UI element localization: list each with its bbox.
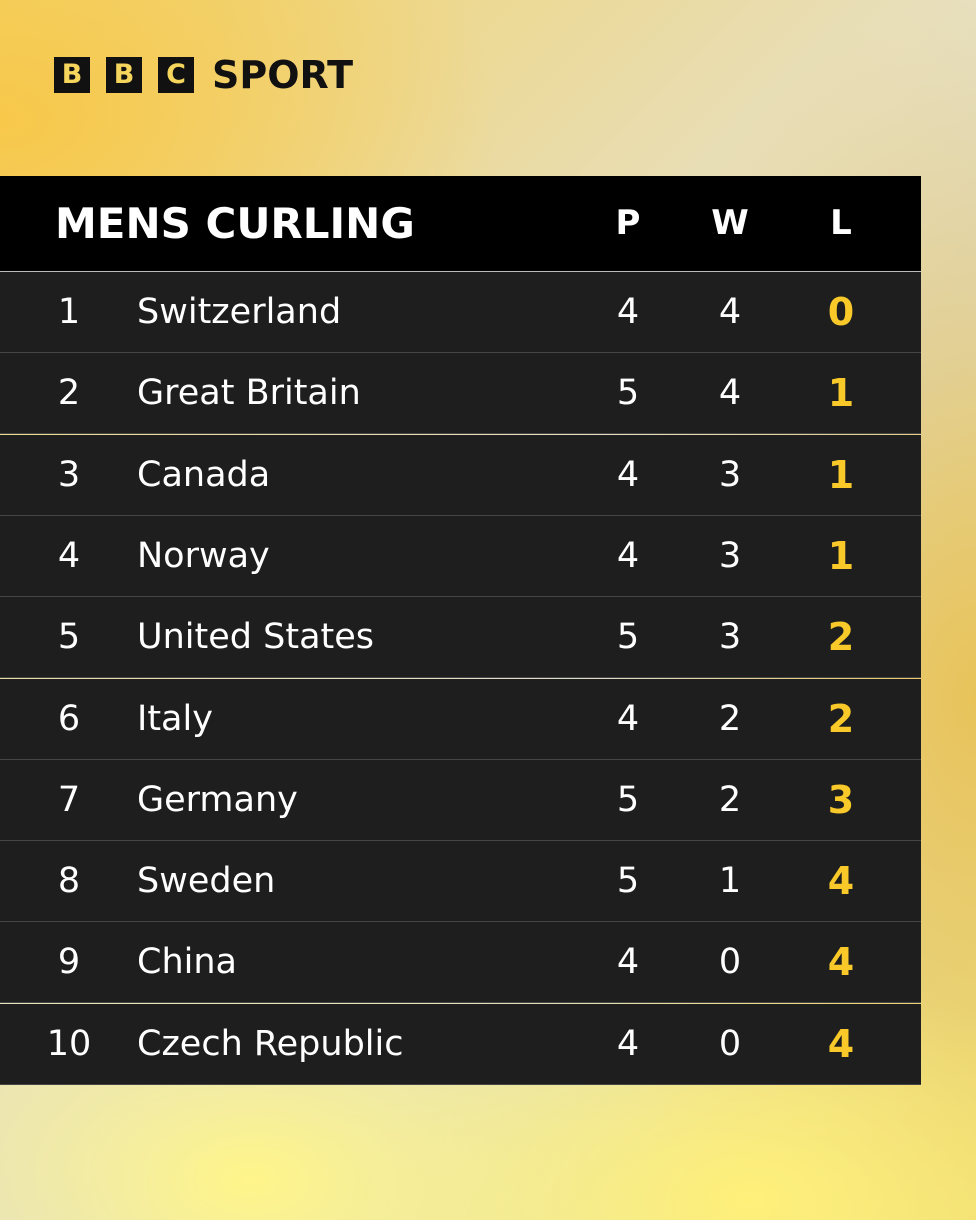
table-row: 1 Switzerland 4 4 0 <box>0 272 921 353</box>
table-row: 8 Sweden 5 1 4 <box>0 841 921 923</box>
won: 0 <box>718 942 742 983</box>
played: 5 <box>616 861 640 902</box>
column-header: W <box>711 203 749 243</box>
won: 1 <box>718 861 742 902</box>
played: 4 <box>616 454 640 495</box>
lost: 1 <box>827 533 855 578</box>
rank: 2 <box>57 373 81 414</box>
lost: 2 <box>827 696 855 741</box>
table-row: 4 Norway 4 3 1 <box>0 515 921 597</box>
played: 4 <box>616 535 640 576</box>
lost: 1 <box>827 371 855 416</box>
team-name: Switzerland <box>137 292 342 332</box>
rank: 5 <box>57 617 81 658</box>
table-row: 5 United States 5 3 2 <box>0 597 921 679</box>
table-row: 2 Great Britain 5 4 1 <box>0 353 921 435</box>
column-header: L <box>830 203 852 243</box>
played: 5 <box>616 617 640 658</box>
rank: 7 <box>57 779 81 820</box>
table-row: 6 Italy 4 2 2 <box>0 678 921 760</box>
rank: 4 <box>57 535 81 576</box>
rank: 8 <box>57 861 81 902</box>
played: 4 <box>616 942 640 983</box>
lost: 4 <box>827 1021 855 1066</box>
won: 2 <box>718 698 742 739</box>
won: 3 <box>718 535 742 576</box>
lost: 1 <box>827 452 855 497</box>
won: 3 <box>718 454 742 495</box>
played: 5 <box>616 779 640 820</box>
team-name: United States <box>137 617 375 658</box>
team-name: China <box>137 942 237 983</box>
played: 4 <box>616 292 640 332</box>
logo-word: SPORT <box>212 53 353 97</box>
lost: 2 <box>827 615 855 660</box>
team-name: Germany <box>137 779 298 820</box>
team-name: Italy <box>137 698 213 739</box>
team-name: Canada <box>137 454 271 495</box>
team-name: Norway <box>137 535 270 576</box>
won: 0 <box>718 1023 742 1064</box>
logo-letter: C <box>158 57 194 93</box>
table-row: 10 Czech Republic 4 0 4 <box>0 1003 921 1085</box>
won: 3 <box>718 617 742 658</box>
lost: 4 <box>827 940 855 985</box>
table-row: 7 Germany 5 2 3 <box>0 759 921 841</box>
table-title: MENS CURLING <box>55 199 415 248</box>
team-name: Great Britain <box>137 373 361 414</box>
rank: 3 <box>57 454 81 495</box>
table-row: 9 China 4 0 4 <box>0 922 921 1004</box>
played: 4 <box>616 1023 640 1064</box>
rank: 1 <box>57 292 81 332</box>
lost: 0 <box>827 290 855 334</box>
team-name: Czech Republic <box>137 1023 404 1064</box>
won: 4 <box>718 373 742 414</box>
team-name: Sweden <box>137 861 276 902</box>
played: 4 <box>616 698 640 739</box>
logo-letter: B <box>106 57 142 93</box>
won: 4 <box>718 292 742 332</box>
table-header: MENS CURLING P W L <box>0 176 921 272</box>
column-header: P <box>615 203 641 243</box>
played: 5 <box>616 373 640 414</box>
table-row: 3 Canada 4 3 1 <box>0 434 921 516</box>
lost: 4 <box>827 859 855 904</box>
logo-letter: B <box>54 57 90 93</box>
rank: 9 <box>57 942 81 983</box>
rank: 6 <box>57 698 81 739</box>
lost: 3 <box>827 777 855 822</box>
won: 2 <box>718 779 742 820</box>
rank: 10 <box>46 1023 92 1064</box>
